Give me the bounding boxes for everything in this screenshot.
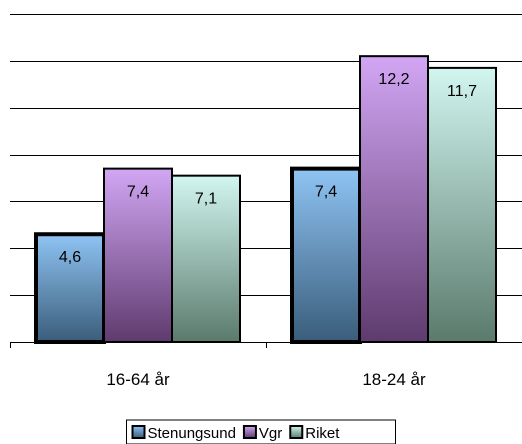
data-label: 4,6: [59, 249, 81, 266]
data-label: 7,4: [315, 184, 337, 201]
legend-swatch-stenungsund: [131, 425, 146, 439]
legend-label-riket: Riket: [305, 425, 340, 442]
bar-riket-0: [171, 174, 241, 343]
legend-swatch-riket: [289, 425, 304, 439]
data-label: 11,7: [447, 83, 477, 100]
data-label: 7,1: [195, 191, 217, 208]
legend-label-vgr: Vgr: [259, 425, 282, 442]
legend-label-stenungsund: Stenungsund: [148, 425, 236, 442]
bar-vgr-1: [359, 55, 429, 344]
x-tick-label: 16-64 år: [106, 370, 170, 389]
data-label: 12,2: [378, 71, 409, 88]
legend: Stenungsund Vgr Riket: [126, 419, 396, 444]
legend-swatch-vgr: [242, 425, 257, 439]
x-tick-label: 18-24 år: [362, 370, 426, 389]
axes: [10, 342, 522, 348]
legend-box: [126, 419, 396, 444]
data-label: 7,4: [127, 184, 149, 201]
bar-riket-1: [427, 66, 497, 343]
labels: 4,6 7,4 7,1 16-64 år 7,4 12,2 11,7 18-24 år: [59, 71, 477, 389]
bar-vgr-0: [103, 167, 173, 343]
bars: [34, 55, 497, 345]
